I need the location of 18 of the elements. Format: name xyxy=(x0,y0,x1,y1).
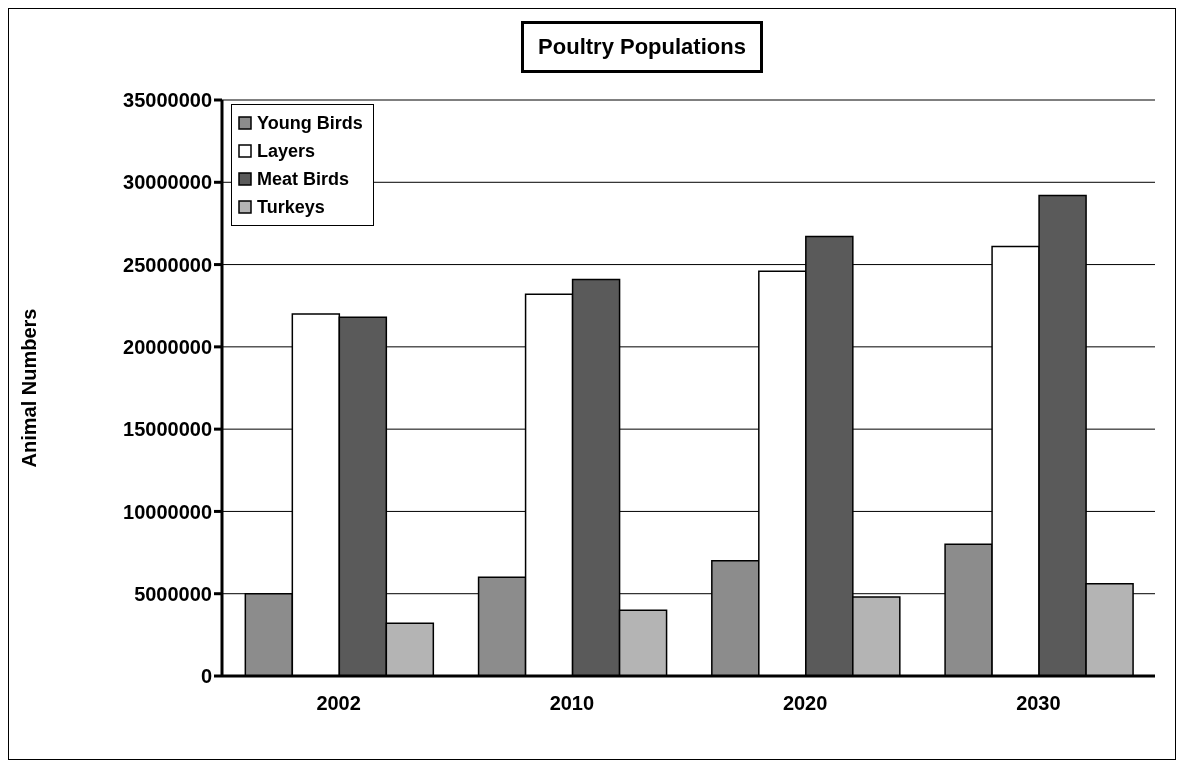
y-tick-label: 20000000 xyxy=(123,335,212,358)
chart-title: Poultry Populations xyxy=(521,21,763,73)
y-tick-label: 10000000 xyxy=(123,500,212,523)
x-tick-label: 2020 xyxy=(782,692,828,715)
x-tick-label: 2030 xyxy=(1016,692,1061,715)
legend-label: Turkeys xyxy=(257,196,325,219)
y-tick-label: 0 xyxy=(200,665,212,688)
y-axis-title: Animal Numbers xyxy=(18,308,41,468)
y-tick-label: 15000000 xyxy=(123,418,212,441)
legend-label: Young Birds xyxy=(257,112,363,135)
y-tick-label: 30000000 xyxy=(123,171,212,194)
legend-label: Layers xyxy=(257,140,316,163)
legend-label: Meat Birds xyxy=(257,168,350,191)
x-tick-label: 2002 xyxy=(316,692,361,715)
y-tick-label: 35000000 xyxy=(123,89,212,112)
y-tick-label: 5000000 xyxy=(134,582,212,605)
y-tick-label: 25000000 xyxy=(123,253,212,276)
x-tick-label: 2010 xyxy=(549,692,595,715)
